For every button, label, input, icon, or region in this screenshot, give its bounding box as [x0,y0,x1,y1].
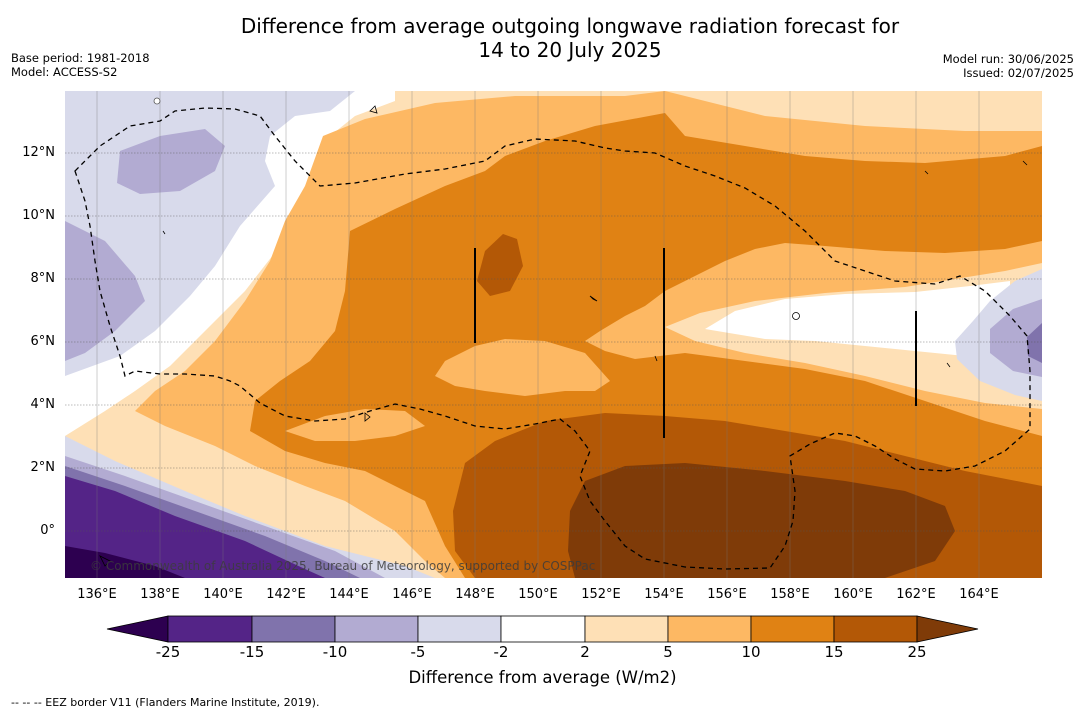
shade-minus15-east-overlay [1027,323,1042,363]
colorbar-label-n25: -25 [155,643,181,661]
lon-label-136e: 136°E [77,587,117,602]
island-coastlines [99,97,1028,567]
colorbar-label-5: 5 [663,643,673,661]
lon-label-144e: 144°E [329,587,369,602]
longitude-gridlines [96,91,980,578]
shade-minus10-east-overlay [990,299,1042,377]
lon-label-142e: 142°E [266,587,306,602]
lon-label-138e: 138°E [140,587,180,602]
base-period: Base period: 1981-2018 [11,51,150,65]
lat-label-8n: 8°N [30,271,56,286]
lon-label-140e: 140°E [203,587,243,602]
colorbar-n2-2 [500,615,586,643]
colorbar-below-min [106,615,169,643]
shade-neutral-east-core [705,281,1010,361]
colorbar-label-2: 2 [580,643,590,661]
lon-label-148e: 148°E [455,587,495,602]
latitude-gridlines [65,152,1042,532]
shade-minus10-w [65,221,145,361]
lon-label-146e: 146°E [392,587,432,602]
lat-label-10n: 10°N [22,208,55,223]
chart-title: Difference from average outgoing longwav… [0,14,1085,62]
issued-date: Issued: 02/07/2025 [963,66,1074,80]
colorbar-5-10 [667,615,752,643]
vertical-markers [474,248,917,438]
lon-label-158e: 158°E [770,587,810,602]
lon-label-150e: 150°E [518,587,558,602]
colorbar-svg [106,615,979,643]
shade-5-10-south [285,409,425,441]
shade-below-minus25 [65,546,185,578]
colorbar-label-n10: -10 [322,643,348,661]
colorbar-label-n5: -5 [410,643,426,661]
colorbar-15-25 [833,615,918,643]
colorbar-n5-n2 [417,615,502,643]
lat-label-12n: 12°N [22,145,55,160]
meta-right: Model run: 30/06/2025 Issued: 02/07/2025 [943,52,1074,80]
colorbar-above-max [916,615,979,643]
colorbar-label-15: 15 [824,643,844,661]
map-panel [65,91,1042,578]
lat-label-0: 0° [40,523,55,538]
lon-label-154e: 154°E [644,587,684,602]
colorbar-2-5 [584,615,669,643]
shade-minus25-sw [65,476,325,578]
lon-label-156e: 156°E [707,587,747,602]
colorbar-label-25: 25 [907,643,927,661]
lat-label-6n: 6°N [30,334,56,349]
lat-label-2n: 2°N [30,460,56,475]
lon-label-152e: 152°E [581,587,621,602]
colorbar [105,612,981,646]
lon-label-162e: 162°E [896,587,936,602]
shade-15-25-north [477,234,523,296]
shade-minus10-nw [117,129,225,194]
meta-left: Base period: 1981-2018 Model: ACCESS-S2 [11,51,150,79]
title-line-2: 14 to 20 July 2025 [478,38,662,62]
colorbar-label-n2: -2 [493,643,509,661]
lon-label-160e: 160°E [833,587,873,602]
colorbar-label-n15: -15 [239,643,265,661]
colorbar-n15-n10 [251,615,336,643]
eez-footnote: -- -- -- EEZ border V11 (Flanders Marine… [11,696,320,709]
olr-anomaly-map [65,91,1042,578]
shade-above-25 [568,463,955,578]
copyright-note: © Commonwealth of Australia 2025, Bureau… [90,559,596,573]
colorbar-n25-n15 [167,615,253,643]
lat-label-4n: 4°N [30,397,56,412]
model-name: Model: ACCESS-S2 [11,65,118,79]
lon-label-164e: 164°E [959,587,999,602]
colorbar-title: Difference from average (W/m2) [408,668,677,687]
colorbar-label-10: 10 [741,643,761,661]
model-run: Model run: 30/06/2025 [942,52,1074,66]
colorbar-10-15 [750,615,835,643]
title-line-1: Difference from average outgoing longwav… [240,14,900,38]
colorbar-n10-n5 [334,615,419,643]
shade-5-10-center [435,339,610,396]
